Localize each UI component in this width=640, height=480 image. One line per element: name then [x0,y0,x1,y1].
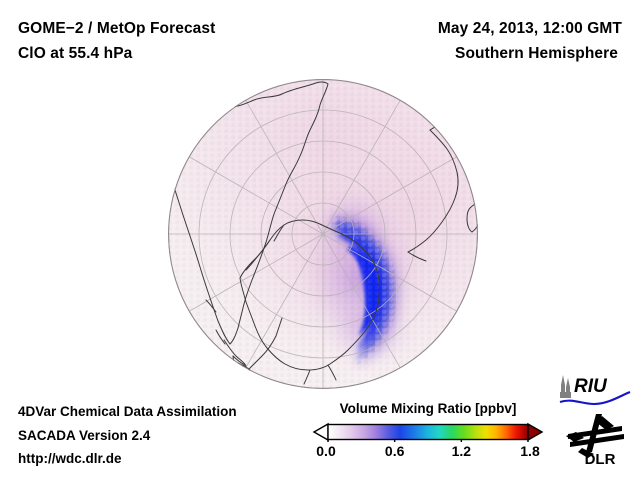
colorbar-title: Volume Mixing Ratio [ppbv] [339,401,517,416]
datetime-label: May 24, 2013, 12:00 GMT [437,20,622,37]
colorbar-tick-label: 0.6 [384,443,405,459]
riu-wordmark: RIU [574,376,608,397]
colorbar-tick-label: 0.0 [316,443,336,459]
colorbar-gradient [312,422,544,442]
species-level-subtitle: ClO at 55.4 hPa [18,45,133,62]
colorbar-bar-wrap [312,422,544,442]
riu-spires-mark [560,375,571,398]
website-url: http://wdc.dlr.de [18,451,122,466]
instrument-title: GOME−2 / MetOp Forecast [18,20,216,37]
colorbar-max-arrow [527,422,544,442]
colorbar-min-arrow [312,422,329,442]
header-left-block: GOME−2 / MetOp Forecast ClO at 55.4 hPa [18,16,318,66]
region-label: Southern Hemisphere [455,45,618,62]
orthographic-globe [168,79,478,389]
colorbar-tick-label: 1.2 [451,443,472,459]
dlr-wordmark: DLR [585,451,616,468]
dlr-logo: DLR [566,414,624,468]
globe-map-panel [158,78,488,390]
colorbar-tick-label: 1.8 [520,443,540,459]
colorbar-legend: Volume Mixing Ratio [ppbv] 0.0 0.6 1.2 1.8 [312,400,544,463]
method-label: 4DVar Chemical Data Assimilation [18,404,237,419]
header-right-block: May 24, 2013, 12:00 GMT Southern Hemisph… [292,16,622,66]
riu-logo: RIU [559,375,631,406]
riu-wave [559,391,631,406]
dlr-emblem [566,414,624,458]
colorbar-tick-labels: 0.0 0.6 1.2 1.8 [312,443,544,463]
footer-credits-block: 4DVar Chemical Data Assimilation SACADA … [18,400,318,471]
version-label: SACADA Version 2.4 [18,427,151,443]
colorbar-bar [327,423,529,441]
colorbar-ticks [327,439,529,442]
